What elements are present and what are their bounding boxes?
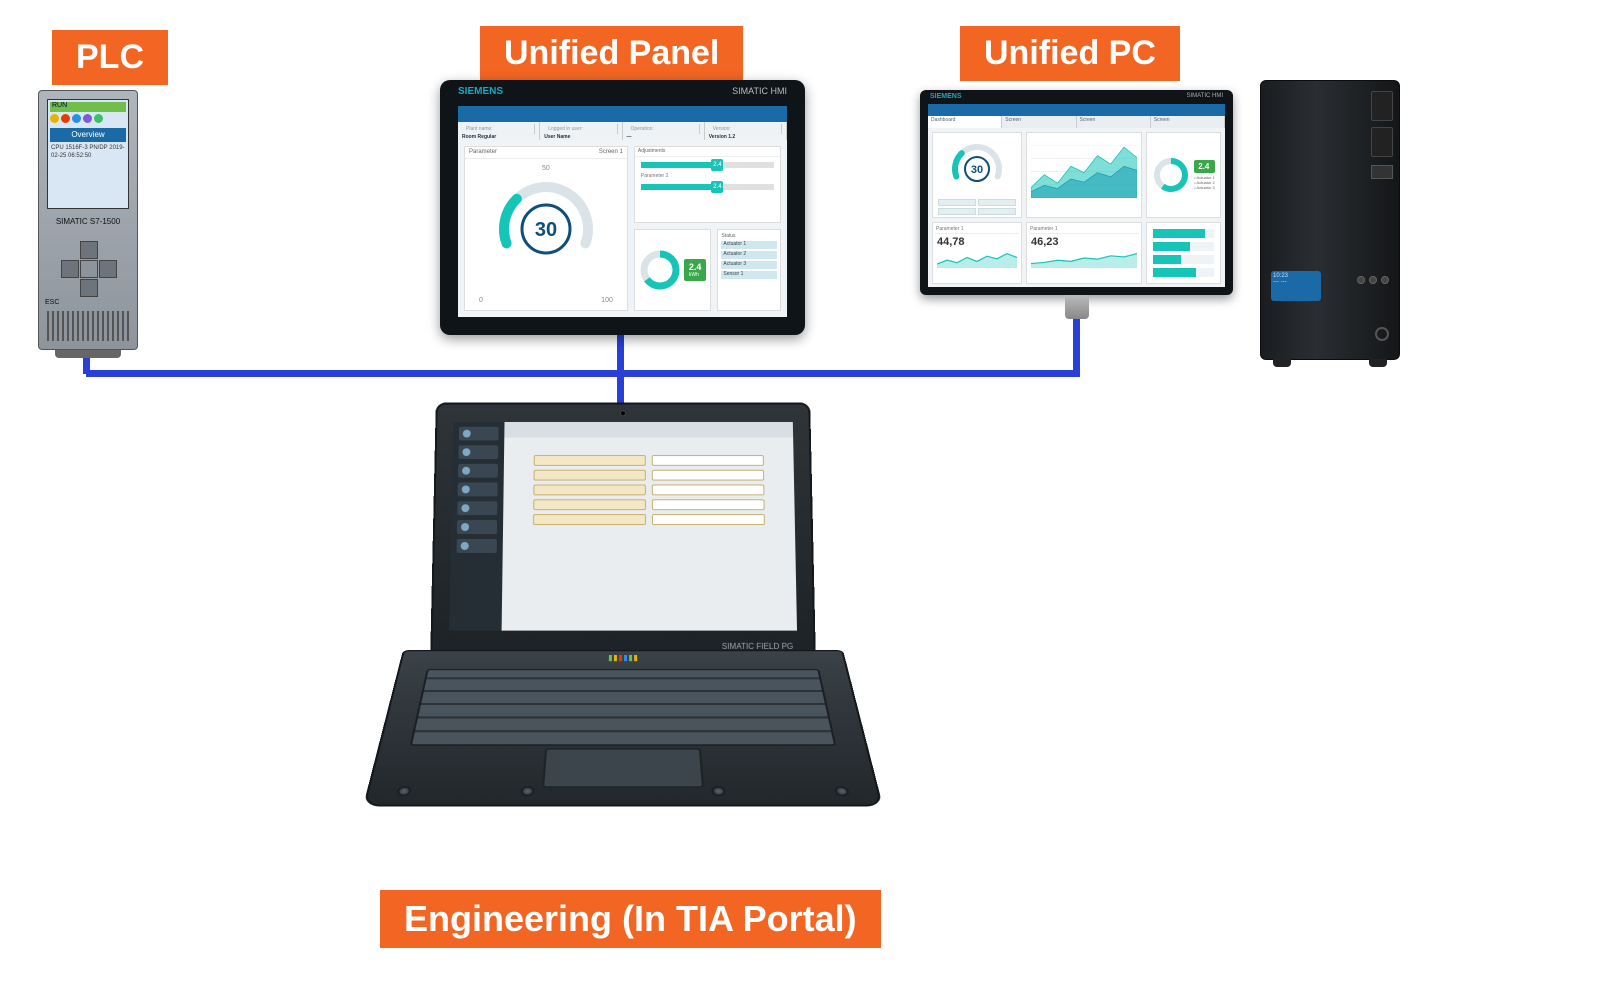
plc-info-text: CPU 1516F-3 PN/DP 2019-02-25 06:52:50 — [51, 144, 125, 160]
monitor-brand-right: SIMATIC HMI — [1186, 93, 1223, 99]
engineering-laptop: SIMATIC FIELD PG — [403, 400, 843, 880]
tower-pc: 10:23--- --- — [1260, 80, 1400, 360]
monitor-tabs: DashboardScreenScreenScreen — [928, 116, 1225, 128]
plc-icon-row — [50, 114, 126, 124]
power-button-icon — [1375, 327, 1389, 341]
plc-overview-bar: Overview — [50, 128, 126, 142]
laptop-trackpad — [542, 748, 704, 788]
tia-toolbar — [504, 422, 793, 438]
monitor-brand: SIEMENS — [930, 93, 962, 100]
slider2-title: Parameter 2 — [641, 173, 774, 179]
network-drop-pc — [1073, 318, 1080, 374]
panel-brand: SIEMENS — [458, 86, 503, 97]
panel-adjustments-card: Adjustments 2.4 Parameter 2 2.4 — [634, 146, 781, 223]
svg-text:30: 30 — [971, 164, 983, 176]
plc-screen: RUN Overview CPU 1516F-3 PN/DP 2019-02-2… — [47, 99, 129, 209]
monitor-gauge-buttons — [935, 199, 1019, 215]
monitor-gauge-card: 30 — [932, 132, 1022, 218]
tower-eject-button — [1371, 165, 1393, 179]
gauge-min-label: 0 — [479, 297, 483, 304]
monitor-donut-value: 2.4 — [1194, 160, 1215, 173]
panel-topbar — [458, 106, 787, 122]
monitor-stand — [1065, 295, 1089, 319]
plc-dpad — [61, 241, 117, 297]
tower-ports — [1357, 276, 1389, 284]
donut-svg — [639, 249, 681, 291]
kpi2-title: Parameter 1 — [1030, 226, 1058, 232]
monitor-donut-card: 2.4 • Actuator 1• Actuator 2• Actuator 3 — [1146, 132, 1221, 218]
tia-button-grid — [533, 455, 765, 525]
label-unified-pc: Unified PC — [960, 26, 1180, 81]
plc-vents — [47, 311, 129, 341]
label-plc: PLC — [52, 30, 168, 85]
plc-run-indicator: RUN — [50, 102, 126, 112]
laptop-screen — [449, 422, 797, 631]
drive-bay-2 — [1371, 127, 1393, 157]
svg-text:30: 30 — [535, 219, 557, 241]
monitor-kpi-row: Parameter 1 46,23 — [1026, 222, 1142, 284]
unified-panel-device: SIEMENS SIMATIC HMI Plant name:Room Regu… — [440, 80, 805, 335]
plc-device: RUN Overview CPU 1516F-3 PN/DP 2019-02-2… — [38, 90, 138, 350]
tower-lcd: 10:23--- --- — [1271, 271, 1321, 301]
monitor-gauge-svg: 30 — [947, 137, 1007, 197]
plc-foot — [55, 350, 121, 358]
adjustments-title: Adjustments — [635, 147, 780, 157]
panel-screen: Plant name:Room RegularLogged in user:Us… — [458, 106, 787, 317]
panel-info-row: Plant name:Room RegularLogged in user:Us… — [458, 122, 787, 140]
label-unified-panel: Unified Panel — [480, 26, 743, 81]
monitor-screen: DashboardScreenScreenScreen 30 2.4 • Act… — [928, 104, 1225, 287]
tia-sidebar — [449, 422, 505, 631]
kpi2-spark — [1031, 252, 1137, 268]
network-drop-panel — [617, 335, 624, 407]
slider-1: 2.4 — [641, 162, 774, 168]
monitor-kpi1-card: Parameter 1 44,78 — [932, 222, 1022, 284]
drive-bay-1 — [1371, 91, 1393, 121]
kpi1-spark — [937, 252, 1017, 268]
gauge-mid-label: 50 — [542, 165, 550, 172]
panel-brand-right: SIMATIC HMI — [732, 86, 787, 96]
plc-esc-label: ESC — [45, 299, 59, 306]
donut-value: 2.4 — [689, 262, 702, 272]
slider-2: 2.4 — [641, 184, 774, 190]
monitor-donut-legend: • Actuator 1• Actuator 2• Actuator 3 — [1194, 175, 1215, 190]
kpi2-value: 46,23 — [1029, 234, 1139, 250]
plc-model-label: SIMATIC S7-1500 — [39, 217, 137, 226]
gauge-sub: Screen 1 — [599, 149, 623, 155]
monitor-topbar — [928, 104, 1225, 116]
donut-unit: kWh — [689, 272, 702, 278]
laptop-lid: SIMATIC FIELD PG — [430, 403, 816, 662]
laptop-leds — [609, 655, 637, 661]
gauge-title: Parameter — [469, 149, 497, 155]
kpi1-title: Parameter 1 — [936, 226, 964, 232]
area-chart-svg — [1031, 145, 1137, 198]
panel-gauge-card: Parameter Screen 1 30 50 0 100 — [464, 146, 628, 311]
tia-main-area — [502, 422, 797, 631]
monitor-bars-card — [1146, 222, 1221, 284]
unified-pc-monitor: SIEMENS SIMATIC HMI DashboardScreenScree… — [920, 90, 1233, 295]
webcam-icon — [620, 410, 626, 416]
panel-donut-card: 2.4 kWh — [634, 229, 712, 311]
laptop-keyboard — [410, 669, 837, 746]
gauge-max-label: 100 — [601, 297, 613, 304]
monitor-donut-svg — [1151, 155, 1191, 195]
gauge-svg: 30 — [486, 165, 606, 285]
label-engineering: Engineering (In TIA Portal) — [380, 890, 881, 948]
monitor-area-chart-card — [1026, 132, 1142, 218]
laptop-base — [363, 650, 883, 806]
network-bus — [86, 370, 1080, 377]
panel-status-card: Status Actuator 1Actuator 2Actuator 3Sen… — [717, 229, 781, 311]
status-title: Status — [721, 233, 777, 239]
kpi1-value: 44,78 — [935, 234, 1019, 250]
